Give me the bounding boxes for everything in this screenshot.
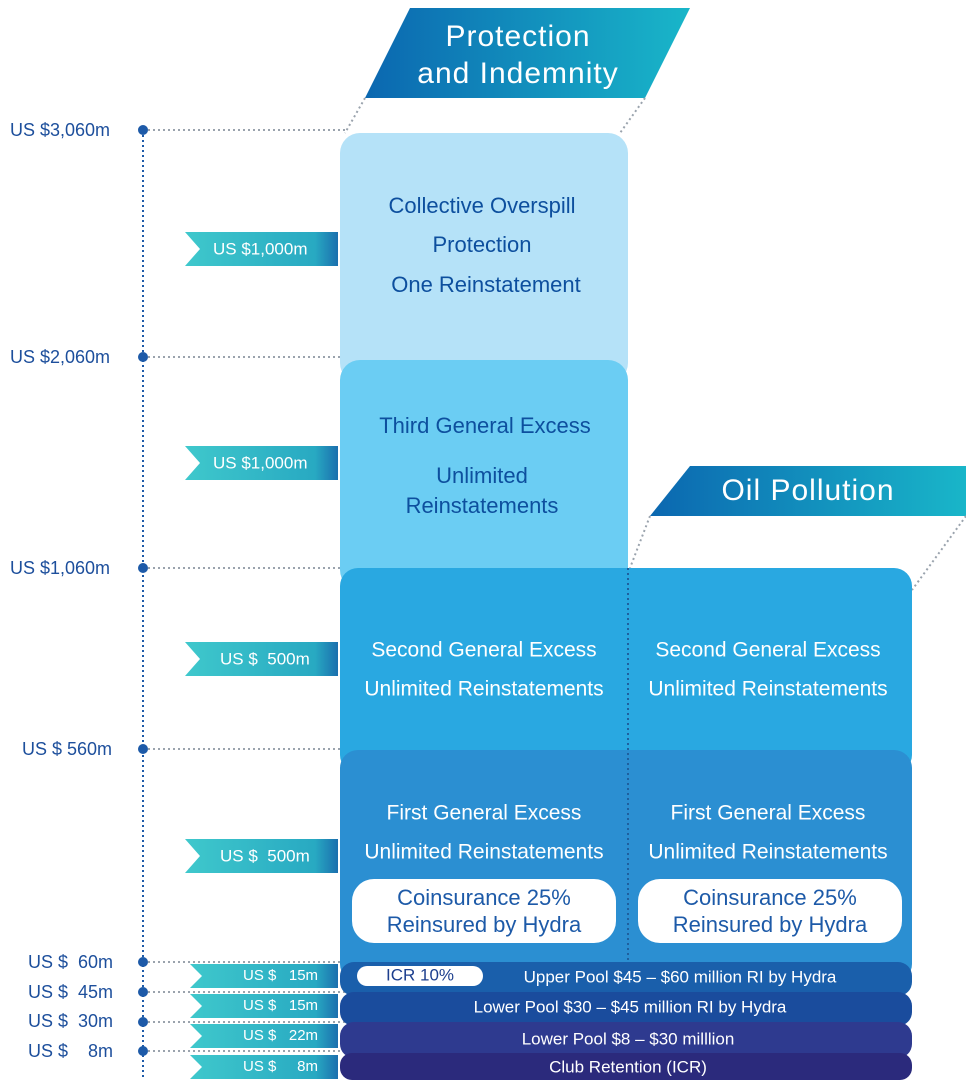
level-label: US $3,060m <box>10 120 110 140</box>
block-text: Unlimited Reinstatements <box>364 841 603 864</box>
block-text: Reinstatements <box>406 493 559 518</box>
pool-base <box>340 1022 912 1058</box>
banner-text: Protection <box>445 20 590 53</box>
level-dot <box>138 352 148 362</box>
block-text: First General Excess <box>387 802 582 825</box>
block-text: Unlimited Reinstatements <box>648 678 887 701</box>
tag-text: US $1,000m <box>213 239 308 258</box>
block-text: First General Excess <box>671 802 866 825</box>
connector <box>629 515 651 569</box>
block-second <box>340 568 912 773</box>
level-dot <box>138 1017 148 1027</box>
note-text: Coinsurance 25% <box>397 885 571 910</box>
icr-text: ICR 10% <box>386 965 454 984</box>
tag <box>185 232 338 266</box>
block-third <box>340 360 628 590</box>
tag <box>185 446 338 480</box>
level-label: US $ 45m <box>28 982 113 1002</box>
pool-text: Club Retention (ICR) <box>549 1057 707 1076</box>
levels: US $3,060m US $2,060m US $1,060m US $ 56… <box>10 120 345 1061</box>
tag <box>190 964 338 988</box>
block-first <box>340 750 912 982</box>
level-label: US $2,060m <box>10 347 110 367</box>
block-text: Unlimited <box>436 463 528 488</box>
level-dot <box>138 125 148 135</box>
level-dot <box>138 744 148 754</box>
level-dot <box>138 1046 148 1056</box>
tag <box>190 994 338 1018</box>
tag <box>190 1055 338 1079</box>
retention <box>340 1053 912 1080</box>
block-text: Unlimited Reinstatements <box>648 841 887 864</box>
tag <box>185 839 338 873</box>
block-text: Second General Excess <box>371 639 596 662</box>
tag <box>185 642 338 676</box>
pool-lower <box>340 992 912 1026</box>
block-text: Third General Excess <box>379 413 591 438</box>
banner-text: Oil Pollution <box>721 474 894 507</box>
tag-text: US $1,000m <box>213 453 308 472</box>
level-label: US $ 60m <box>28 952 113 972</box>
tag-text: US $ 22m <box>243 1027 318 1044</box>
level-label: US $1,060m <box>10 558 110 578</box>
tag-text: US $ 500m <box>220 649 310 668</box>
level-label: US $ 560m <box>22 739 112 759</box>
tag-text: US $ 8m <box>243 1058 318 1075</box>
note-pill <box>352 879 616 943</box>
note-text: Coinsurance 25% <box>683 885 857 910</box>
block-text: Protection <box>432 232 531 257</box>
banner <box>365 8 690 98</box>
block-text: Unlimited Reinstatements <box>364 678 603 701</box>
note-pill <box>638 879 902 943</box>
note-text: Reinsured by Hydra <box>673 912 868 937</box>
note-text: Reinsured by Hydra <box>387 912 582 937</box>
pool-text: Lower Pool $30 – $45 million RI by Hydra <box>474 997 787 1016</box>
level-dot <box>138 957 148 967</box>
block-text: One Reinstatement <box>391 272 581 297</box>
tags: US $1,000m US $1,000m US $ 500m US $ 500… <box>185 232 338 1079</box>
pool-upper <box>340 962 912 996</box>
connector <box>344 97 366 134</box>
level-dot <box>138 987 148 997</box>
banner-text: and Indemnity <box>417 57 618 90</box>
pool-text: Upper Pool $45 – $60 million RI by Hydra <box>524 967 837 986</box>
connector <box>619 97 646 134</box>
level-dot <box>138 563 148 573</box>
tag-text: US $ 15m <box>243 967 318 984</box>
block-text: Collective Overspill <box>388 193 575 218</box>
connector <box>911 515 966 591</box>
tag-text: US $ 15m <box>243 997 318 1014</box>
tag <box>190 1024 338 1048</box>
pool-text: Lower Pool $8 – $30 milllion <box>522 1029 735 1048</box>
icr-pill <box>357 966 483 986</box>
block-overspill <box>340 133 628 383</box>
level-label: US $ 30m <box>28 1011 113 1031</box>
tag-text: US $ 500m <box>220 846 310 865</box>
block-text: Second General Excess <box>655 639 880 662</box>
level-label: US $ 8m <box>28 1041 113 1061</box>
banner <box>650 466 966 516</box>
